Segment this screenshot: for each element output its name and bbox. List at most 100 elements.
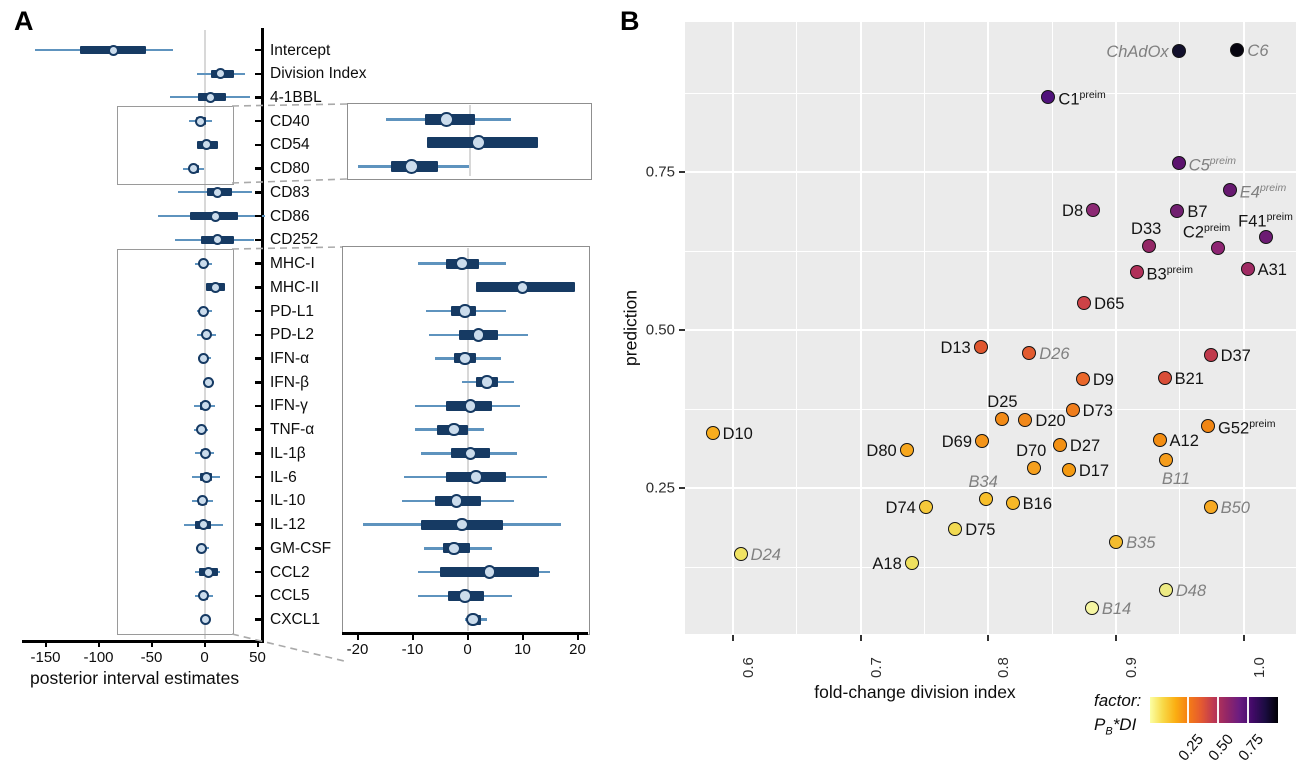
category-tick-IFN-γ xyxy=(255,404,262,408)
data-point-A31 xyxy=(1240,261,1255,276)
data-point-D13 xyxy=(973,340,988,355)
panel-a-xtick-label-50: 50 xyxy=(249,649,266,666)
data-point-D26 xyxy=(1022,345,1037,360)
data-point-D25 xyxy=(995,412,1010,427)
point-label-F41preim: F41preim xyxy=(1238,211,1293,231)
panel-b-ytick-0.25 xyxy=(679,487,685,489)
category-label-CXCL1: CXCL1 xyxy=(270,611,320,629)
category-tick-PD-L1 xyxy=(255,309,262,313)
point-label-B35: B35 xyxy=(1126,533,1156,552)
panel-b-ytick-0.50 xyxy=(679,329,685,331)
category-label-IFN-β: IFN-β xyxy=(270,373,310,391)
data-point-B16 xyxy=(1005,496,1020,511)
legend-di: *DI xyxy=(1112,715,1137,734)
point-label-D25: D25 xyxy=(987,393,1018,412)
point-label-D13: D13 xyxy=(940,339,971,358)
panel-a-label: A xyxy=(14,6,34,36)
panel-b-xtick-1.0 xyxy=(1242,635,1245,641)
category-label-CCL2: CCL2 xyxy=(270,563,310,581)
inset-xtick-label-0: 0 xyxy=(463,641,472,658)
colorbar-tick-label-0.50: 0.50 xyxy=(1205,731,1237,760)
panel-b-ytick-label-0.25: 0.25 xyxy=(645,479,675,497)
category-label-MHC-I: MHC-I xyxy=(270,255,315,273)
point-label-D9: D9 xyxy=(1092,371,1114,390)
inset-xtick-0 xyxy=(466,634,469,640)
panel-a-zoombox-top xyxy=(117,106,234,185)
panel-a-axis-title: posterior interval estimates xyxy=(30,668,240,688)
point-label-D10: D10 xyxy=(722,425,753,444)
point-label-D33: D33 xyxy=(1131,219,1162,238)
inset-xtick--10 xyxy=(411,634,414,640)
category-label-PD-L2: PD-L2 xyxy=(270,326,314,344)
point-label-C2preim: C2preim xyxy=(1182,221,1231,242)
median-dot-insetbot-GM-CSF xyxy=(447,541,461,556)
inset-xtick-label--10: -10 xyxy=(401,641,424,658)
category-label-CD80: CD80 xyxy=(270,160,310,178)
data-point-C5preim xyxy=(1171,156,1186,171)
point-label-B50: B50 xyxy=(1220,498,1250,517)
category-tick-CD83 xyxy=(255,191,262,194)
gridline-x-minor-2 xyxy=(1051,22,1053,634)
data-point-A12 xyxy=(1152,432,1167,447)
point-label-D75: D75 xyxy=(965,521,996,540)
legend-p: P xyxy=(1094,715,1106,734)
point-label-D65: D65 xyxy=(1094,294,1125,313)
gridline-x-major-3 xyxy=(1115,22,1118,634)
median-dot-main-PD-L1 xyxy=(198,305,210,317)
point-label-C1preim: C1preim xyxy=(1058,88,1106,109)
median-dot-insetbot-CCL2 xyxy=(482,565,497,579)
data-point-D9 xyxy=(1075,372,1090,387)
point-label-superscript-E4: preim xyxy=(1259,181,1287,194)
data-point-B34 xyxy=(978,491,993,506)
median-dot-main-IFN-β xyxy=(202,376,214,388)
point-label-B34: B34 xyxy=(968,472,998,491)
category-label-IFN-α: IFN-α xyxy=(270,349,310,367)
point-label-D69: D69 xyxy=(941,433,973,452)
median-dot-main-Division Index xyxy=(214,68,226,80)
category-tick-Division Index xyxy=(255,72,262,76)
panel-a-x-axis xyxy=(22,640,264,643)
point-label-A12: A12 xyxy=(1169,431,1199,450)
data-point-D27 xyxy=(1052,438,1067,453)
median-dot-insetbot-IFN-γ xyxy=(463,399,477,413)
median-dot-insetbot-PD-L2 xyxy=(471,328,486,342)
point-label-D74: D74 xyxy=(885,498,916,517)
median-dot-main-GM-CSF xyxy=(196,542,208,554)
median-dot-insettop-CD54 xyxy=(471,135,487,150)
point-label-C6: C6 xyxy=(1247,42,1269,61)
panel-a-xtick-label-0: 0 xyxy=(200,649,209,666)
category-tick-Intercept xyxy=(255,48,262,52)
panel-b-xtick-label-0.7: 0.7 xyxy=(867,657,885,678)
gridline-y-major-0 xyxy=(685,171,1296,173)
colorbar-tick-label-0.75: 0.75 xyxy=(1235,731,1267,760)
median-dot-insetbot-IL-10 xyxy=(449,494,464,508)
median-dot-main-MHC-II xyxy=(209,281,221,293)
panel-b-ytick-label-0.50: 0.50 xyxy=(645,321,675,339)
point-label-ChAdOx: ChAdOx xyxy=(1106,43,1169,62)
panel-a-xtick--150 xyxy=(44,641,47,647)
gridline-y-minor-1 xyxy=(685,250,1296,252)
median-dot-main-4-1BBL xyxy=(205,91,217,103)
median-dot-main-CCL2 xyxy=(203,566,215,578)
point-label-B16: B16 xyxy=(1022,495,1053,514)
median-dot-insettop-CD40 xyxy=(439,111,455,127)
gridline-x-major-2 xyxy=(987,22,990,634)
median-dot-main-IFN-γ xyxy=(199,400,211,412)
median-dot-main-IL-10 xyxy=(196,495,208,507)
legend-colorbar xyxy=(1150,697,1278,723)
data-point-B35 xyxy=(1109,534,1124,549)
point-label-D8: D8 xyxy=(1062,201,1084,220)
point-label-superscript-C2: preim xyxy=(1204,221,1231,234)
inset-xtick-10 xyxy=(521,634,524,640)
data-point-D10 xyxy=(705,426,720,441)
colorbar-tick-0.75 xyxy=(1246,697,1249,723)
panel-a-category-axis xyxy=(261,28,264,641)
point-label-D73: D73 xyxy=(1082,402,1113,421)
category-tick-IFN-α xyxy=(255,357,262,360)
data-point-D80 xyxy=(899,443,914,458)
category-label-IL-12: IL-12 xyxy=(270,516,306,534)
colorbar-tick-0.50 xyxy=(1216,697,1219,723)
inset-xtick-label--20: -20 xyxy=(346,641,369,658)
point-label-superscript-B3: preim xyxy=(1166,263,1193,276)
category-label-CD252: CD252 xyxy=(270,231,319,249)
